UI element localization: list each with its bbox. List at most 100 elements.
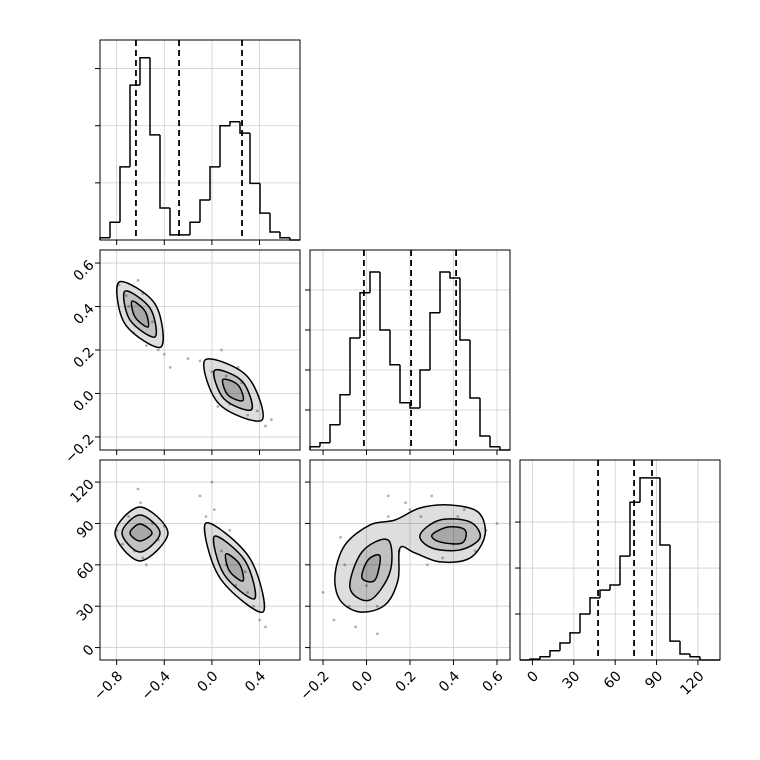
histogram-bin <box>459 278 470 341</box>
histogram-bin <box>199 199 210 223</box>
histogram-bin <box>249 133 260 185</box>
scatter-point <box>473 549 477 553</box>
scatter-point <box>136 279 140 282</box>
scatter-point <box>252 604 255 608</box>
contour <box>361 553 381 583</box>
scatter-point <box>141 556 145 560</box>
histogram-bin <box>439 271 450 313</box>
histogram-bin <box>479 398 490 437</box>
scatter-point <box>168 365 172 369</box>
scatter-point <box>347 604 351 608</box>
histogram-bin <box>349 337 360 395</box>
histogram-bin <box>239 121 250 134</box>
histogram-bin <box>169 208 180 236</box>
histogram-bin <box>279 232 290 239</box>
scatter-point <box>339 535 342 539</box>
scatter-point <box>156 348 160 352</box>
scatter-point <box>210 480 214 484</box>
scatter-point <box>210 370 214 374</box>
histogram-bin <box>229 120 240 126</box>
scatter-point <box>220 348 223 352</box>
scatter-point <box>270 418 273 421</box>
histogram-bin <box>679 641 690 655</box>
scatter-point <box>255 409 259 413</box>
histogram-bin <box>429 312 440 370</box>
scatter-point <box>386 494 390 498</box>
histogram-bin <box>579 613 590 633</box>
histogram-bin <box>489 436 500 448</box>
scatter-point <box>332 618 336 622</box>
axes-frame <box>99 39 301 241</box>
histogram-bin <box>589 597 600 615</box>
scatter-point <box>198 494 202 498</box>
histogram-bin <box>569 632 580 643</box>
histogram-bin <box>269 213 280 233</box>
histogram-bin <box>219 124 230 167</box>
scatter-point <box>224 374 228 378</box>
panel <box>95 39 301 245</box>
scatter-point <box>375 632 379 636</box>
histogram-bin <box>259 183 270 214</box>
histogram-bin <box>549 650 560 657</box>
axes-frame <box>99 249 301 451</box>
scatter-point <box>386 515 390 518</box>
histogram-bin <box>669 545 680 642</box>
scatter-point <box>127 305 130 308</box>
scatter-point <box>124 294 128 298</box>
histogram-bin <box>469 340 480 399</box>
contour <box>419 518 482 552</box>
contour <box>334 504 487 613</box>
scatter-point <box>495 522 499 525</box>
histogram-bin <box>189 221 200 235</box>
scatter-point <box>321 591 325 594</box>
histogram-bin <box>599 589 610 598</box>
histogram-bin <box>409 402 420 409</box>
contour <box>349 538 393 602</box>
scatter-point <box>264 424 267 428</box>
contour <box>129 523 153 542</box>
histogram-bin <box>209 166 220 200</box>
histogram-bin <box>629 501 640 557</box>
histogram-bin <box>659 477 670 546</box>
scatter-point <box>136 487 140 491</box>
histogram-bin <box>159 134 170 209</box>
histogram-bin <box>639 477 650 503</box>
scatter-point <box>117 283 121 287</box>
contour <box>130 300 150 328</box>
scatter-point <box>246 413 250 417</box>
histogram-bin <box>419 369 430 408</box>
histogram-bin <box>609 584 620 591</box>
scatter-point <box>430 494 434 498</box>
axes-frame <box>519 459 721 661</box>
scatter-point <box>127 515 130 518</box>
scatter-point <box>258 618 261 622</box>
contour <box>121 514 161 553</box>
histogram-bin <box>329 424 340 443</box>
scatter-point <box>264 625 267 629</box>
scatter-point <box>121 542 125 546</box>
histogram-bin <box>339 394 350 425</box>
panel <box>305 249 511 455</box>
scatter-point <box>145 344 148 348</box>
histogram-bin <box>359 292 370 338</box>
scatter-point <box>243 570 247 574</box>
scatter-point <box>246 591 250 594</box>
histogram-bin <box>619 555 630 586</box>
scatter-point <box>186 357 190 361</box>
scatter-point <box>354 625 358 629</box>
scatter-point <box>145 563 148 567</box>
histogram-bin <box>399 364 410 404</box>
scatter-point <box>404 501 408 505</box>
histogram-bin <box>689 654 700 658</box>
scatter-point <box>425 563 429 567</box>
contour <box>221 378 245 402</box>
histogram-bin <box>539 656 550 660</box>
scatter-point <box>150 320 154 324</box>
contour <box>203 522 266 613</box>
scatter-point <box>216 405 220 408</box>
histogram-bin <box>379 272 390 331</box>
contour <box>114 506 169 562</box>
scatter-point <box>204 515 208 518</box>
histogram-bin <box>109 221 120 238</box>
